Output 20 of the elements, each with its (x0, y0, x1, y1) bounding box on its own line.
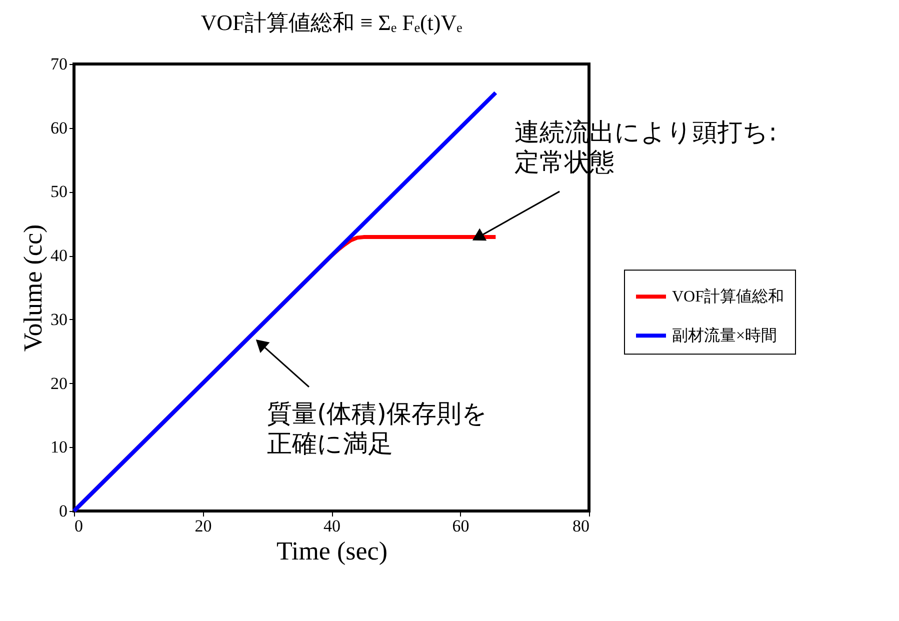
y-tick-label: 10 (50, 438, 68, 457)
annotation: 質量(体積)保存則を正確に満足 (266, 398, 488, 458)
x-tick-label: 60 (452, 516, 470, 536)
annotation: 連続流出により頭打ち:定常状態 (514, 117, 777, 176)
x-tick-label: 80 (572, 516, 590, 536)
y-tick-label: 50 (50, 182, 68, 202)
y-axis-title: Volume (cc) (18, 224, 48, 352)
y-tick-label: 70 (50, 54, 68, 74)
y-tick-label: 20 (50, 374, 68, 393)
y-tick-label: 60 (50, 118, 68, 138)
x-tick-label: 20 (194, 516, 212, 536)
chart-title: VOF計算値総和 ≡ Σₑ Fₑ(t)Vₑ (200, 10, 463, 35)
y-tick-label: 40 (50, 246, 68, 266)
x-axis-title: Time (sec) (276, 536, 388, 566)
x-tick-label: 0 (74, 516, 83, 536)
x-tick-label: 40 (324, 516, 340, 536)
legend-label: VOF計算値総和 (672, 288, 784, 306)
y-tick-label: 30 (50, 310, 68, 329)
legend-label: 副材流量×時間 (672, 326, 778, 345)
y-tick-label: 0 (59, 502, 68, 520)
